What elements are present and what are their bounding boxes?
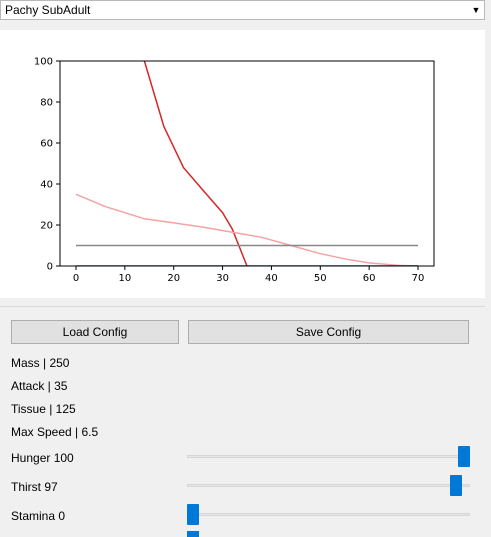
x-tick-label: 70 (412, 273, 425, 284)
y-tick-label: 100 (34, 57, 53, 68)
max-speed-stat: Max Speed | 6.5 (11, 425, 99, 439)
stamina-label: Stamina 0 (11, 509, 66, 523)
x-tick-label: 10 (118, 273, 131, 284)
hunger-label: Hunger 100 (11, 451, 74, 465)
plot-frame (59, 60, 435, 267)
stats-chart-svg: 0 10 20 30 40 50 60 70 0 20 40 60 80 100 (34, 57, 435, 284)
attack-stat: Attack | 35 (11, 379, 68, 393)
thirst-slider-groove (187, 484, 470, 487)
load-config-button[interactable]: Load Config (11, 320, 179, 344)
thirst-slider-handle[interactable] (449, 475, 462, 496)
stamina-slider-handle[interactable] (187, 504, 199, 525)
dino-type-selected-value: Pachy SubAdult (5, 3, 91, 17)
y-tick-label: 80 (40, 98, 53, 109)
y-tick-label: 0 (47, 262, 53, 273)
x-tick-label: 50 (314, 273, 327, 284)
mass-stat: Mass | 250 (11, 356, 70, 370)
stats-chart: 0 10 20 30 40 50 60 70 0 20 40 60 80 100 (0, 30, 485, 298)
x-tick-label: 0 (73, 273, 79, 284)
thirst-label: Thirst 97 (11, 480, 58, 494)
hunger-slider[interactable] (187, 446, 470, 468)
tissue-stat: Tissue | 125 (11, 402, 76, 416)
x-tick-label: 30 (216, 273, 229, 284)
y-tick-label: 20 (40, 221, 53, 232)
x-tick-label: 60 (363, 273, 376, 284)
save-config-button[interactable]: Save Config (188, 320, 469, 344)
x-tick-label: 40 (265, 273, 278, 284)
stamina-slider-groove (187, 513, 470, 516)
hunger-slider-groove (187, 455, 470, 458)
x-tick-label: 20 (167, 273, 180, 284)
series-line-1 (75, 193, 419, 266)
section-divider (0, 306, 485, 307)
series-line-0 (143, 61, 248, 266)
thirst-slider[interactable] (187, 475, 470, 497)
hunger-slider-handle[interactable] (458, 446, 470, 467)
dino-type-dropdown[interactable]: Pachy SubAdult ▼ (0, 0, 485, 20)
stamina-slider[interactable] (187, 504, 470, 526)
dropdown-arrow-icon[interactable]: ▼ (471, 5, 481, 15)
y-tick-label: 60 (40, 139, 53, 150)
next-slider-handle[interactable] (187, 531, 199, 537)
y-tick-label: 40 (40, 180, 53, 191)
